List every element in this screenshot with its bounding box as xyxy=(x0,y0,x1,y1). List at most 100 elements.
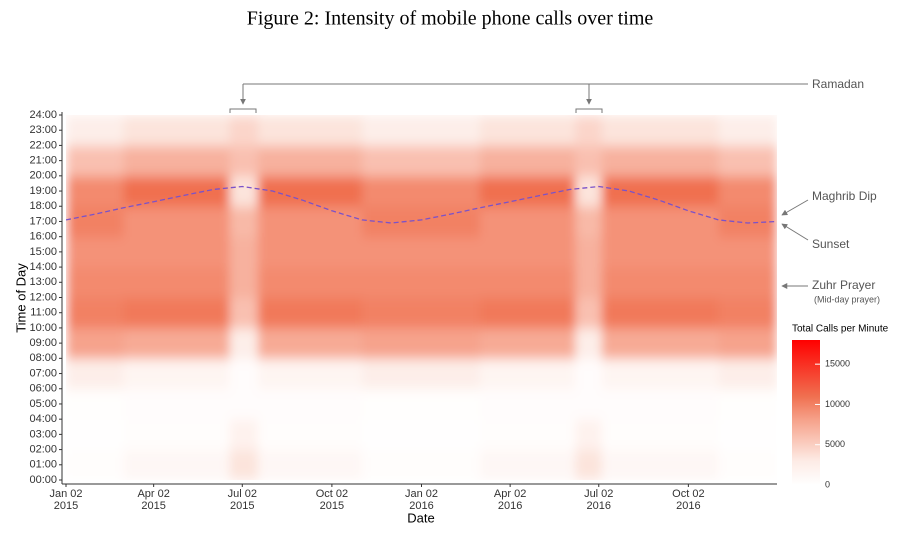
heat-cell xyxy=(66,449,124,480)
heat-cell xyxy=(421,449,481,480)
heat-cell xyxy=(66,236,124,268)
heat-cell xyxy=(718,388,777,420)
heat-cell xyxy=(479,449,540,480)
heat-cell xyxy=(302,419,363,451)
heat-cell xyxy=(479,388,540,420)
heat-cell xyxy=(539,419,576,451)
heat-cell xyxy=(718,115,777,146)
heat-cell xyxy=(362,115,422,146)
y-tick-label: 05:00 xyxy=(29,398,57,410)
heat-cell xyxy=(421,419,481,451)
heat-cell xyxy=(302,175,363,207)
heat-cell xyxy=(229,358,259,390)
y-tick-label: 21:00 xyxy=(29,155,57,167)
heat-cell xyxy=(659,388,720,420)
y-tick-label: 11:00 xyxy=(30,307,57,319)
heat-cell xyxy=(182,388,231,420)
heat-cell xyxy=(229,297,259,329)
heat-cell xyxy=(123,115,184,146)
heat-cell xyxy=(659,145,720,177)
heat-cell xyxy=(182,267,231,298)
heat-cell xyxy=(123,388,184,420)
heat-cell xyxy=(257,419,304,451)
heat-cell xyxy=(421,175,481,207)
heat-cell xyxy=(479,267,540,298)
heat-cell xyxy=(575,115,603,146)
heat-cell xyxy=(302,236,363,268)
heat-cell xyxy=(66,327,124,359)
annotation-note: (Mid-day prayer) xyxy=(814,294,880,304)
heat-cell xyxy=(659,297,720,329)
annotation-arrow xyxy=(781,223,809,241)
heat-cell xyxy=(421,236,481,268)
heat-cell xyxy=(479,206,540,238)
y-tick-label: 04:00 xyxy=(29,413,57,425)
colorbar-title: Total Calls per Minute xyxy=(792,324,889,335)
colorbar-tick-label: 15000 xyxy=(825,359,850,369)
heat-cell xyxy=(257,236,304,268)
heat-cell xyxy=(257,206,304,238)
heat-cell xyxy=(718,449,777,480)
heat-cell xyxy=(362,267,422,298)
heat-cell xyxy=(302,115,363,146)
heat-cell xyxy=(182,297,231,329)
heat-cell xyxy=(539,236,576,268)
annotation-arrow xyxy=(781,199,809,216)
x-tick-label: Oct 02 2015 xyxy=(315,488,349,512)
heat-cell xyxy=(575,267,603,298)
heat-cell xyxy=(659,358,720,390)
x-axis-label: Date xyxy=(407,510,434,525)
heat-cell xyxy=(123,358,184,390)
heat-cell xyxy=(362,388,422,420)
heat-cell xyxy=(718,145,777,177)
heat-cell xyxy=(539,145,576,177)
heat-cell xyxy=(659,175,720,207)
heat-cell xyxy=(362,175,422,207)
y-tick-label: 22:00 xyxy=(29,139,57,151)
heat-cell xyxy=(659,115,720,146)
heat-cell xyxy=(575,419,603,451)
heat-cell xyxy=(539,449,576,480)
heat-cell xyxy=(575,297,603,329)
heat-cell xyxy=(66,388,124,420)
heat-cell xyxy=(421,327,481,359)
heat-cell xyxy=(182,115,231,146)
heat-cell xyxy=(539,115,576,146)
y-tick-label: 17:00 xyxy=(29,215,57,227)
sunset-line xyxy=(66,185,777,224)
heat-cell xyxy=(539,358,576,390)
heat-cell xyxy=(575,327,603,359)
heat-cell xyxy=(182,236,231,268)
heat-cell xyxy=(66,145,124,177)
heat-cell xyxy=(718,175,777,207)
heat-cell xyxy=(123,419,184,451)
heat-cell xyxy=(257,327,304,359)
colorbar-tick-label: 5000 xyxy=(825,439,845,449)
heat-cell xyxy=(539,206,576,238)
heat-cell xyxy=(302,267,363,298)
heat-cell xyxy=(601,206,660,238)
annotation: Zuhr Prayer xyxy=(812,278,875,292)
heat-cell xyxy=(575,206,603,238)
x-tick-label: Jul 02 2016 xyxy=(584,488,614,512)
y-tick-label: 06:00 xyxy=(29,383,57,395)
heat-cell xyxy=(601,297,660,329)
heat-cell xyxy=(479,327,540,359)
y-tick-label: 18:00 xyxy=(29,200,57,212)
colorbar: 0 5000 10000 15000 xyxy=(792,340,850,489)
heat-cell xyxy=(539,327,576,359)
heat-cell xyxy=(302,327,363,359)
heat-cell xyxy=(229,267,259,298)
heatmap-cells xyxy=(66,115,777,480)
heat-cell xyxy=(123,297,184,329)
heat-cell xyxy=(479,115,540,146)
heat-cell xyxy=(539,175,576,207)
ramadan-bracket xyxy=(229,108,257,113)
y-tick-label: 15:00 xyxy=(29,246,57,258)
heat-cell xyxy=(575,175,603,207)
x-tick-label: Jan 02 2015 xyxy=(49,488,83,512)
heat-cell xyxy=(575,358,603,390)
colorbar-tick-label: 0 xyxy=(825,479,830,489)
annotation: Maghrib Dip xyxy=(812,189,877,203)
heat-cell xyxy=(257,358,304,390)
